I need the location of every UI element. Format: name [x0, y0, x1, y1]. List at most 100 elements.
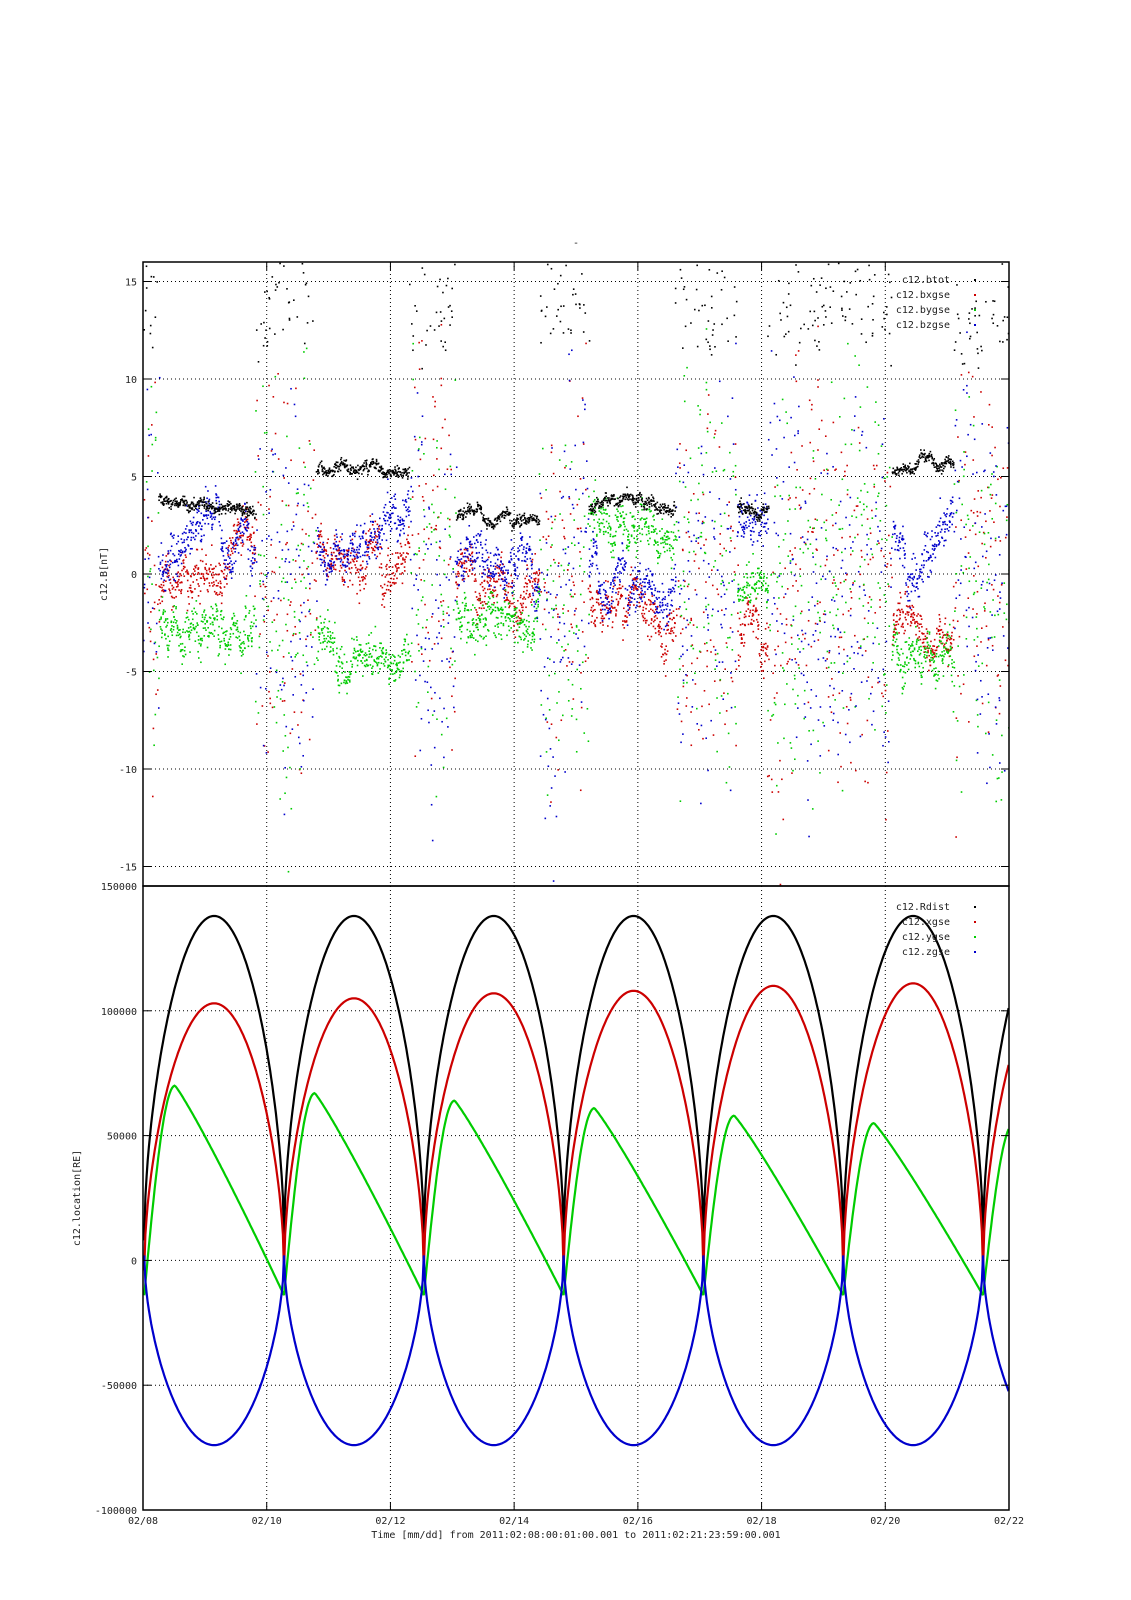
data-point-by — [304, 466, 306, 468]
data-point-by — [697, 498, 699, 501]
data-point-bx — [378, 566, 381, 569]
data-point-by — [335, 665, 338, 667]
data-point-by — [213, 618, 216, 621]
data-point-by — [369, 652, 372, 655]
data-point-by — [737, 598, 740, 601]
data-point-bz — [394, 507, 396, 509]
data-point-by — [941, 651, 943, 653]
data-point-bx — [468, 569, 471, 571]
data-point-bz — [247, 523, 249, 526]
data-point-by — [881, 538, 883, 541]
data-point-bx — [973, 498, 976, 500]
data-point-by — [464, 596, 467, 599]
data-point-bx — [447, 563, 450, 566]
data-point-bz — [456, 560, 458, 563]
data-point-by — [331, 637, 334, 639]
data-point-bx — [383, 592, 386, 595]
data-point-bx — [814, 622, 817, 625]
data-point-bx — [285, 543, 287, 546]
data-point-bx — [483, 601, 486, 603]
data-point-bx — [818, 428, 821, 430]
data-point-bx — [912, 616, 914, 619]
data-point-bx — [654, 608, 657, 611]
data-point-bx — [533, 589, 536, 592]
data-point-bz — [265, 537, 268, 540]
data-point-bz — [330, 570, 332, 573]
data-point-by — [598, 510, 601, 512]
data-point-by — [482, 618, 485, 620]
data-point-bx — [440, 447, 443, 450]
data-point-by — [356, 650, 359, 652]
data-point-by — [179, 643, 182, 645]
data-point-by — [239, 631, 242, 634]
data-point-bx — [194, 570, 196, 572]
data-point-by — [322, 627, 325, 630]
data-point-bx — [833, 579, 835, 581]
data-point-bz — [184, 528, 187, 530]
data-point-by — [858, 364, 860, 367]
data-point-by — [494, 609, 497, 612]
data-point-bx — [253, 531, 255, 534]
data-point-bx — [873, 468, 876, 470]
data-point-by — [496, 601, 499, 604]
data-point-bx — [482, 589, 485, 592]
data-point-bx — [636, 577, 639, 580]
data-point-bx — [159, 602, 162, 605]
data-point-bx — [739, 634, 741, 636]
data-point-bx — [875, 464, 878, 467]
data-point-by — [842, 707, 845, 709]
data-point-bx — [737, 612, 739, 615]
data-point-by — [442, 613, 445, 615]
data-point-bx — [223, 569, 226, 571]
data-point-bx — [764, 652, 767, 654]
data-point-bz — [464, 570, 466, 573]
data-point-by — [238, 635, 241, 638]
data-point-by — [466, 621, 469, 624]
data-point-bx — [151, 795, 154, 798]
data-point-bx — [648, 624, 650, 626]
data-point-bx — [597, 602, 600, 604]
data-point-by — [898, 654, 901, 656]
data-point-by — [463, 616, 466, 618]
data-point-bx — [571, 626, 573, 629]
data-point-bx — [532, 572, 535, 575]
data-point-bx — [526, 582, 529, 585]
data-point-bz — [261, 539, 263, 542]
data-point-by — [819, 772, 821, 774]
data-point-bz — [170, 532, 172, 535]
data-point-bx — [528, 579, 530, 581]
data-point-bx — [235, 544, 237, 547]
data-point-bz — [262, 744, 265, 747]
data-point-bz — [186, 538, 188, 541]
data-point-bx — [395, 563, 398, 566]
data-point-bx — [517, 599, 519, 602]
data-point-bz — [481, 576, 483, 578]
data-point-bz — [167, 560, 169, 563]
data-point-bz — [267, 572, 269, 574]
data-point-by — [766, 606, 768, 609]
data-point-by — [229, 627, 232, 629]
data-point-bx — [481, 601, 484, 603]
data-point-bx — [685, 705, 688, 707]
data-point-bx — [795, 354, 797, 356]
data-point-bz — [489, 552, 492, 554]
data-point-by — [315, 529, 317, 532]
data-point-bz — [319, 545, 322, 548]
data-point-by — [232, 621, 235, 624]
data-point-bx — [969, 529, 971, 532]
data-point-bz — [244, 528, 247, 531]
data-point-by — [990, 483, 992, 486]
data-point-bx — [843, 648, 845, 651]
data-point-bx — [794, 658, 796, 660]
data-point-bz — [177, 553, 180, 556]
data-point-bx — [623, 627, 626, 629]
data-point-bz — [210, 515, 213, 517]
data-point-bx — [346, 549, 348, 552]
data-point-by — [491, 610, 494, 613]
data-point-bz — [300, 684, 303, 686]
data-point-bx — [571, 661, 574, 663]
data-point-bx — [490, 585, 492, 587]
data-point-bx — [807, 701, 810, 704]
data-point-bx — [852, 582, 854, 584]
data-point-bx — [502, 570, 504, 573]
